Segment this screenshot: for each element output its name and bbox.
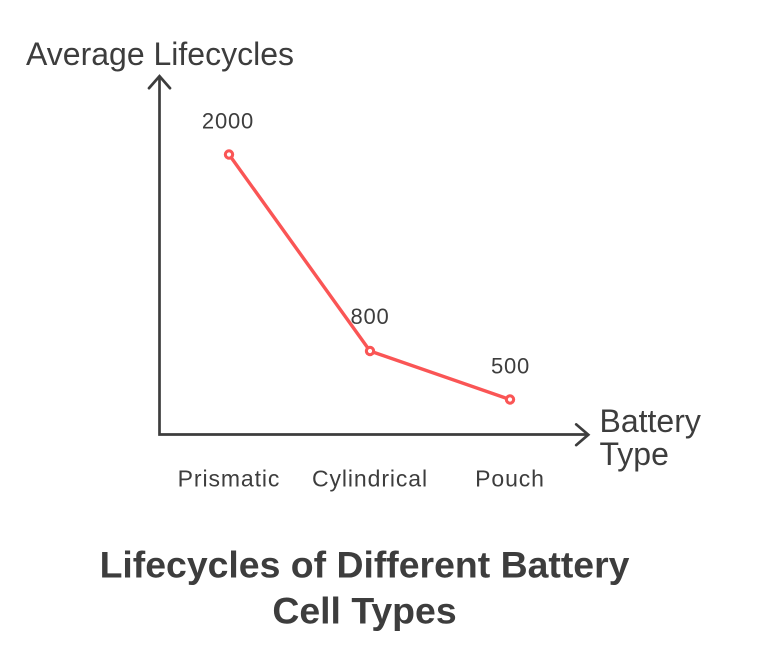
svg-text:Average Lifecycles: Average Lifecycles	[26, 36, 294, 72]
svg-text:Type: Type	[600, 436, 669, 472]
svg-text:Lifecycles of Different Batter: Lifecycles of Different Battery	[100, 544, 630, 586]
svg-text:Pouch: Pouch	[475, 466, 545, 492]
svg-text:Battery: Battery	[600, 403, 701, 439]
svg-text:800: 800	[350, 304, 389, 329]
svg-text:Cylindrical: Cylindrical	[312, 466, 428, 492]
svg-text:2000: 2000	[202, 109, 254, 134]
svg-text:Prismatic: Prismatic	[178, 466, 281, 492]
svg-text:500: 500	[491, 354, 530, 379]
svg-text:Cell Types: Cell Types	[272, 590, 456, 632]
